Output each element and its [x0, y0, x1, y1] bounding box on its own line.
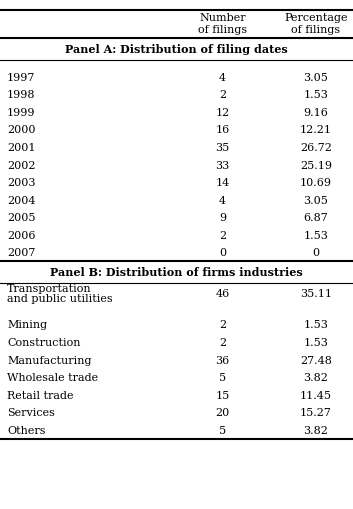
Text: 27.48: 27.48	[300, 355, 332, 365]
Text: Retail trade: Retail trade	[7, 390, 73, 401]
Text: 2000: 2000	[7, 126, 36, 135]
Text: Manufacturing: Manufacturing	[7, 355, 91, 365]
Text: 15.27: 15.27	[300, 408, 332, 418]
Text: Construction: Construction	[7, 338, 80, 348]
Text: Services: Services	[7, 408, 55, 418]
Text: 6.87: 6.87	[304, 213, 328, 223]
Text: 35.11: 35.11	[300, 289, 332, 299]
Text: Number
of filings: Number of filings	[198, 13, 247, 35]
Text: 1.53: 1.53	[304, 231, 328, 241]
Text: 26.72: 26.72	[300, 143, 332, 153]
Text: 25.19: 25.19	[300, 161, 332, 171]
Text: and public utilities: and public utilities	[7, 294, 113, 304]
Text: 33: 33	[215, 161, 229, 171]
Text: 1.53: 1.53	[304, 320, 328, 330]
Text: Others: Others	[7, 426, 46, 436]
Text: 9: 9	[219, 213, 226, 223]
Text: 1.53: 1.53	[304, 91, 328, 100]
Text: 4: 4	[219, 196, 226, 206]
Text: 0: 0	[219, 248, 226, 259]
Text: 2005: 2005	[7, 213, 36, 223]
Text: 10.69: 10.69	[300, 178, 332, 188]
Text: Panel A: Distribution of filing dates: Panel A: Distribution of filing dates	[65, 44, 288, 55]
Text: 3.82: 3.82	[304, 426, 328, 436]
Text: 1998: 1998	[7, 91, 36, 100]
Text: 2006: 2006	[7, 231, 36, 241]
Text: Transportation: Transportation	[7, 284, 92, 294]
Text: 2: 2	[219, 320, 226, 330]
Text: 3.05: 3.05	[304, 73, 328, 83]
Text: 11.45: 11.45	[300, 390, 332, 401]
Text: 2002: 2002	[7, 161, 36, 171]
Text: 20: 20	[215, 408, 229, 418]
Text: 12: 12	[215, 108, 229, 118]
Text: Wholesale trade: Wholesale trade	[7, 373, 98, 383]
Text: 2003: 2003	[7, 178, 36, 188]
Text: 2001: 2001	[7, 143, 36, 153]
Text: 1997: 1997	[7, 73, 35, 83]
Text: 12.21: 12.21	[300, 126, 332, 135]
Text: 15: 15	[215, 390, 229, 401]
Text: Mining: Mining	[7, 320, 47, 330]
Text: 36: 36	[215, 355, 229, 365]
Text: 5: 5	[219, 426, 226, 436]
Text: 1999: 1999	[7, 108, 36, 118]
Text: 2007: 2007	[7, 248, 35, 259]
Text: 14: 14	[215, 178, 229, 188]
Text: 35: 35	[215, 143, 229, 153]
Text: 46: 46	[215, 289, 229, 299]
Text: 3.05: 3.05	[304, 196, 328, 206]
Text: 2: 2	[219, 338, 226, 348]
Text: 1.53: 1.53	[304, 338, 328, 348]
Text: 5: 5	[219, 373, 226, 383]
Text: 4: 4	[219, 73, 226, 83]
Text: 0: 0	[312, 248, 319, 259]
Text: 2004: 2004	[7, 196, 36, 206]
Text: 2: 2	[219, 231, 226, 241]
Text: 3.82: 3.82	[304, 373, 328, 383]
Text: 16: 16	[215, 126, 229, 135]
Text: Panel B: Distribution of firms industries: Panel B: Distribution of firms industrie…	[50, 267, 303, 278]
Text: 9.16: 9.16	[304, 108, 328, 118]
Text: Percentage
of filings: Percentage of filings	[284, 13, 348, 35]
Text: 2: 2	[219, 91, 226, 100]
